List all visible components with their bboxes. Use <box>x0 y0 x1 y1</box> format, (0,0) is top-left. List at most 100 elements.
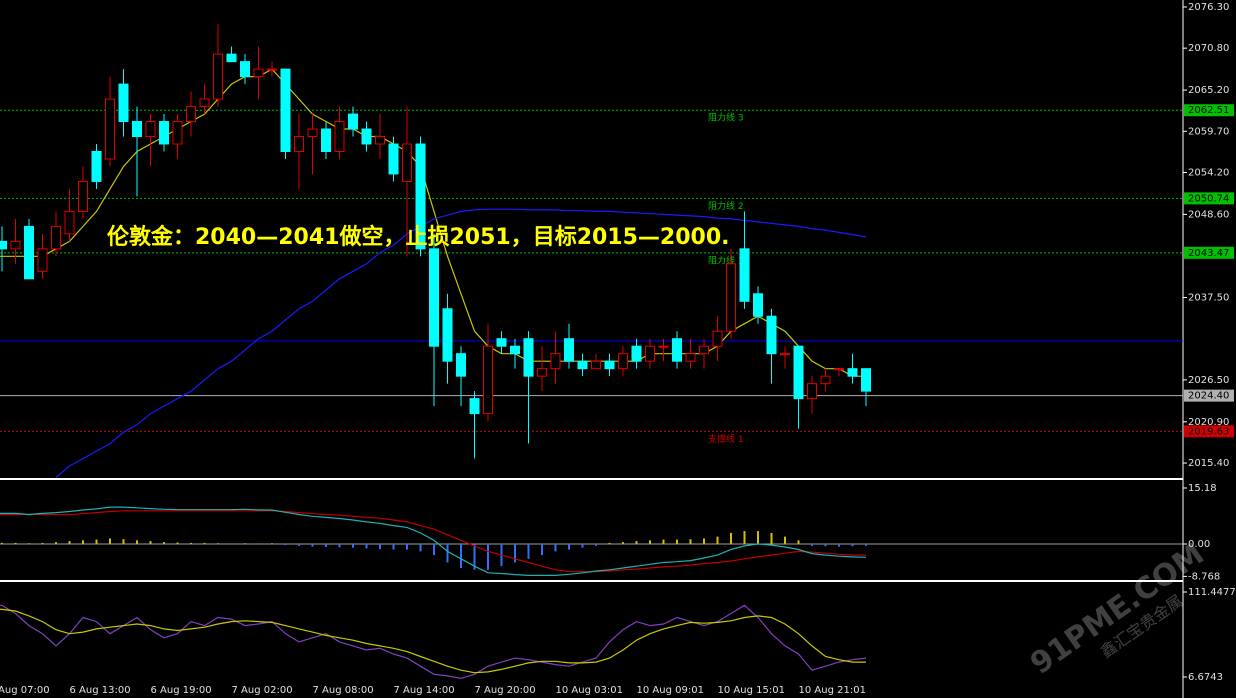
histogram-bar <box>392 544 395 550</box>
histogram-bar <box>28 543 30 545</box>
candle-body <box>834 368 844 371</box>
y-tick-label: -8.768 <box>1188 571 1220 582</box>
histogram-bar <box>190 542 192 545</box>
histogram-bar <box>838 544 840 547</box>
candle-body <box>267 68 277 71</box>
candle-body <box>253 68 264 78</box>
x-tick-label: 10 Aug 03:01 <box>556 685 623 696</box>
candle-body <box>726 263 736 332</box>
histogram-bar <box>298 544 300 546</box>
level-text: 阻力线 2 <box>708 200 744 212</box>
histogram-bar <box>163 542 165 545</box>
candle-body <box>604 360 615 370</box>
candle-body <box>780 353 790 356</box>
candle-body <box>564 338 574 362</box>
candle-body <box>280 68 291 152</box>
level-tag <box>1184 246 1234 259</box>
candle-body <box>348 113 358 130</box>
histogram-bar <box>433 544 435 556</box>
histogram-bar <box>568 544 570 550</box>
candle-body <box>375 136 385 145</box>
y-tick-label: 111.4477 <box>1188 587 1236 598</box>
histogram-bar <box>635 541 638 545</box>
histogram-bar <box>446 544 449 563</box>
histogram-bar <box>865 544 867 546</box>
histogram-bar <box>325 544 327 547</box>
histogram-bar <box>352 544 354 548</box>
candle-body <box>37 248 48 272</box>
candle-body <box>753 293 763 317</box>
candle-body <box>0 240 7 250</box>
y-tick-label: 2065.20 <box>1188 85 1229 96</box>
histogram-bar <box>595 544 597 546</box>
level-tag <box>1184 425 1234 438</box>
candle-body <box>240 61 250 78</box>
histogram-bar <box>716 536 719 545</box>
histogram-bar <box>1 542 3 545</box>
y-tick-label: 0.00 <box>1188 539 1210 550</box>
candle-body <box>766 315 777 355</box>
candle-body <box>577 360 588 370</box>
histogram-bar <box>176 542 179 545</box>
candle-body <box>820 375 831 385</box>
histogram-bar <box>770 532 773 545</box>
candle-body <box>712 330 723 347</box>
y-tick-label: 2070.80 <box>1188 43 1229 54</box>
candle-body <box>861 368 871 392</box>
histogram-bar <box>311 544 314 547</box>
histogram-bar <box>676 539 678 545</box>
histogram-bar <box>784 536 786 545</box>
level-label: 2062.51 <box>1188 105 1229 116</box>
histogram-bar <box>689 539 692 545</box>
candle-body <box>469 398 480 415</box>
histogram-bar <box>811 544 813 546</box>
histogram-bar <box>122 539 125 545</box>
candle-body <box>847 368 858 377</box>
candle-body <box>793 345 804 400</box>
y-tick-label: 6.6743 <box>1188 672 1223 683</box>
y-tick-label: 2020.90 <box>1188 417 1229 428</box>
x-tick-label: 7 Aug 14:00 <box>394 685 455 696</box>
candle-body <box>685 353 696 362</box>
histogram-bar <box>460 544 462 568</box>
candle-body <box>307 128 318 138</box>
annotation: 伦敦金：2040—2041做空，止损2051，目标2015—2000. <box>107 224 730 250</box>
histogram-bar <box>743 531 746 545</box>
candle-body <box>321 128 331 152</box>
level-tag <box>1184 389 1234 402</box>
x-tick-label: 6 Aug 07:00 <box>0 685 50 696</box>
histogram-bar <box>851 544 854 547</box>
histogram-bar <box>149 541 152 545</box>
histogram-bar <box>203 542 206 545</box>
histogram-bar <box>622 542 624 545</box>
candle-body <box>429 248 439 347</box>
y-tick-label: 2015.40 <box>1188 458 1229 469</box>
candle-body <box>631 345 642 362</box>
candle-body <box>172 121 183 145</box>
x-tick-label: 10 Aug 09:01 <box>637 685 704 696</box>
candle-body <box>294 136 304 152</box>
candle-body <box>91 150 102 182</box>
candle-body <box>618 353 628 370</box>
histogram-bar <box>797 540 800 545</box>
histogram-bar <box>284 544 287 546</box>
candle-body <box>699 345 709 355</box>
histogram-bar <box>824 544 827 547</box>
y-tick-label: 2059.70 <box>1188 126 1229 137</box>
histogram-bar <box>473 544 476 570</box>
candle-body <box>132 121 142 138</box>
level-text: 阻力线 1 <box>708 254 744 266</box>
candle-body <box>645 345 655 362</box>
level-label: 2050.74 <box>1188 193 1229 204</box>
x-tick-label: 7 Aug 20:00 <box>475 685 536 696</box>
histogram-bar <box>662 539 665 545</box>
histogram-bar <box>109 538 111 545</box>
candle-body <box>24 225 34 280</box>
indicator-line <box>0 608 866 674</box>
candle-body <box>199 98 210 108</box>
histogram-bar <box>757 531 759 545</box>
histogram-bar <box>41 542 44 545</box>
histogram-bar <box>379 544 381 550</box>
level-text: 阻力线 3 <box>708 112 744 124</box>
